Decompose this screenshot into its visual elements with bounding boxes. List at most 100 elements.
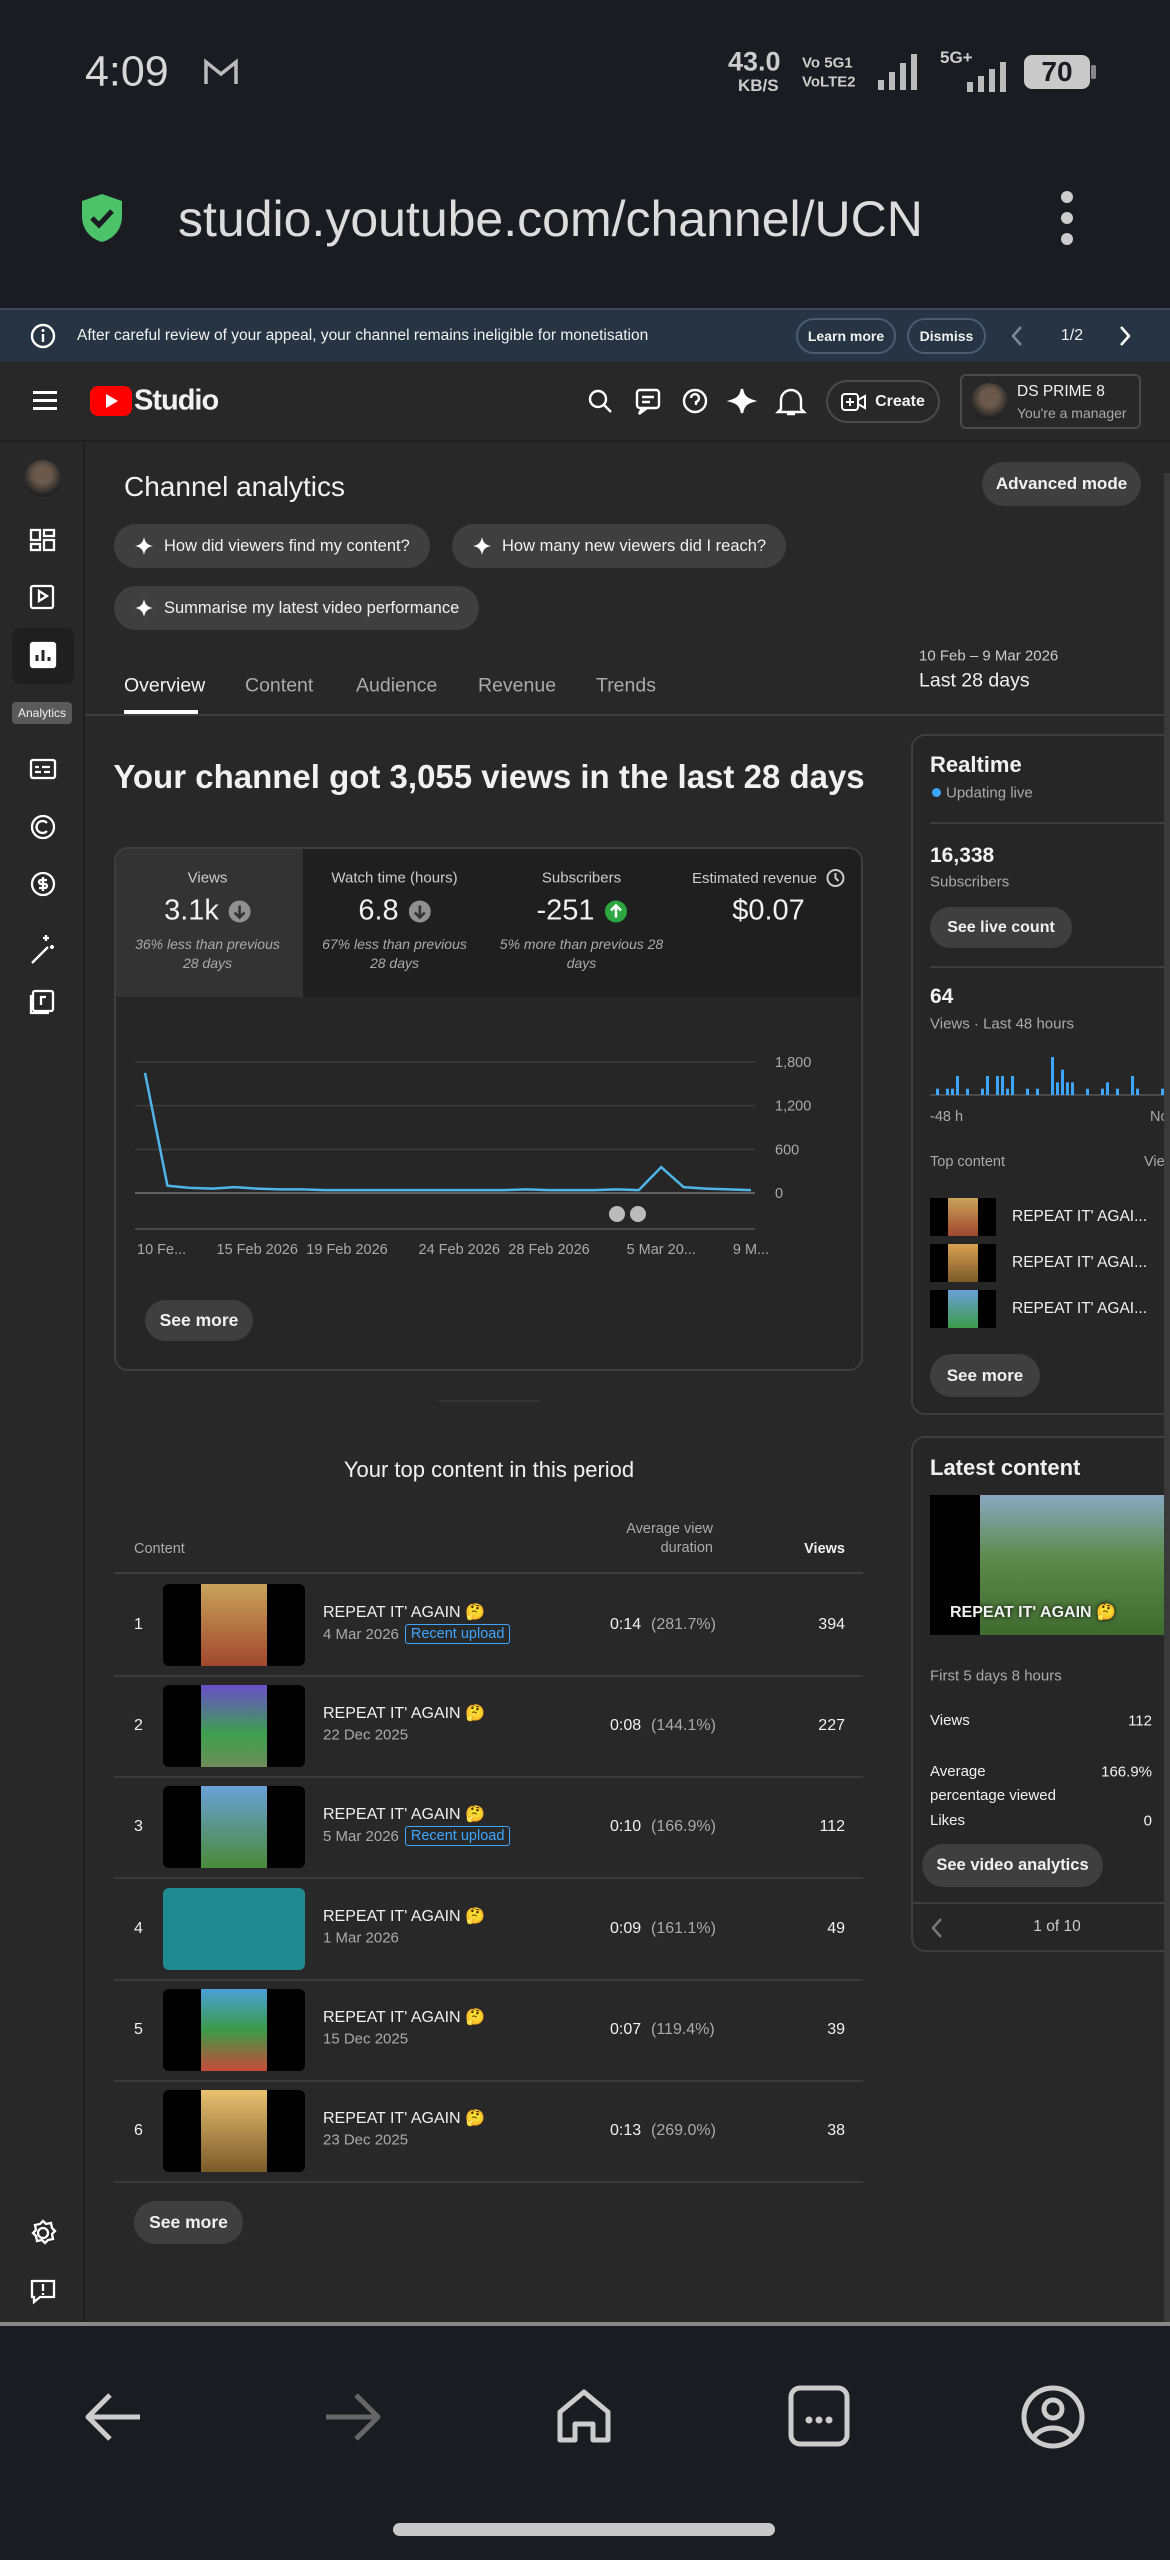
next-icon[interactable] [1116,324,1134,348]
h-scrollbar [0,2322,1170,2326]
home-indicator [393,2523,775,2536]
youtube-logo[interactable] [90,386,132,416]
bar [1026,1088,1029,1095]
hamburger-icon[interactable] [33,390,57,412]
thumbnail[interactable] [163,1988,305,2071]
avg-duration: 0:09 [610,1919,642,1937]
menu-icon[interactable] [1054,190,1080,246]
account-name: DS PRIME 8 [1017,383,1105,400]
top-content-title: Your top content in this period [343,1457,635,1482]
stat-label: Average percentage viewed [930,1763,1056,1804]
views-column-label: Views [1144,1154,1170,1170]
sidebar-bottom-icons[interactable] [28,2218,58,2308]
thumbnail-image[interactable] [948,1198,978,1236]
realtime-see-more[interactable]: See more [930,1354,1040,1397]
y-tick-label: 0 [775,1186,783,1202]
latest-prev[interactable] [929,1917,945,1939]
dismiss-button[interactable]: Dismiss [907,318,986,354]
views: 227 [818,1717,845,1735]
latest-thumbnail[interactable] [930,1495,1170,1635]
metric-value: $0.07 [732,895,805,928]
url[interactable]: studio.youtube.com/channel/UCN [178,191,923,247]
x-tick-label: 28 Feb 2026 [508,1242,589,1258]
down-arrow-icon [228,900,251,922]
thumbnail-image[interactable] [201,1584,267,1666]
video-title: REPEAT IT' AGAIN 🤔 [323,1806,485,1824]
bar [1071,1082,1074,1095]
realtime-title: Realtime [930,752,1022,777]
sparkle-icon [135,599,153,617]
thumbnail-image[interactable] [201,1786,267,1869]
avg-duration: 0:14 [610,1616,642,1633]
tab[interactable]: Overview [124,674,206,697]
thumbnail[interactable] [930,1198,996,1236]
row-divider [114,1978,863,1981]
stat-label: Likes [930,1812,966,1829]
bar [951,1088,954,1095]
bar [996,1076,999,1095]
learn-more-button[interactable]: Learn more [796,318,896,354]
clock-icon [826,869,845,887]
top-content-see-more[interactable]: See more [134,2201,243,2244]
thumbnail-image[interactable] [201,1988,267,2071]
date-text: 23 Dec 2025 [323,2131,409,2149]
period[interactable]: Last 28 days [919,669,1030,692]
account-box[interactable] [960,374,1141,429]
tab-underline [124,710,198,714]
thumbnail[interactable] [163,1786,305,1869]
thumbnail-image[interactable] [201,1685,267,1768]
rank: 5 [134,2020,143,2038]
x-tick-label: 10 Fe... [137,1242,186,1258]
header-icons[interactable] [586,387,816,417]
nav-icons[interactable] [0,2380,1170,2460]
tab[interactable]: Trends [596,674,656,697]
prompt-chip[interactable]: How did viewers find my content? [114,524,430,568]
live-count-button[interactable]: See live count [930,907,1072,948]
chip-label: Summarise my latest video performance [164,598,460,617]
sidebar [0,442,85,2326]
thumbnail-image[interactable] [201,2090,267,2172]
avg-duration: 0:10 [610,1818,642,1836]
divider [930,822,1170,824]
secure-icon[interactable] [79,192,125,244]
avg-duration: 0:13 [610,2122,642,2139]
metric-value-text: 3.1k [164,894,219,927]
prompt-chip[interactable]: Summarise my latest video performance [114,586,480,630]
studio-logo-text[interactable]: Studio [134,384,219,417]
thumbnail[interactable] [930,1244,996,1282]
create-button[interactable]: Create [826,380,940,423]
date-text: 22 Dec 2025 [323,1726,409,1744]
tab[interactable]: Content [245,674,314,697]
thumbnail[interactable] [163,1685,305,1768]
video-title: REPEAT IT' AGAIN 🤔 [323,2110,485,2127]
thumbnail-image[interactable] [948,1244,978,1282]
video-analytics-button[interactable]: See video analytics [922,1844,1103,1887]
tab[interactable]: Revenue [478,674,557,697]
thumbnail-image[interactable] [201,1887,267,1970]
prev-icon[interactable] [1008,324,1026,348]
channel-avatar[interactable] [24,460,61,497]
prompt-chip[interactable]: How many new viewers did I reach? [452,524,787,568]
down-arrow-icon [408,900,431,922]
video-date: 1 Mar 2026 [323,1929,399,1946]
rank: 1 [134,1616,143,1633]
create-label: Create [875,392,925,410]
thumbnail-image[interactable] [948,1290,978,1328]
see-more-button[interactable]: See more [145,1300,253,1341]
tab[interactable]: Audience [356,674,438,697]
thumbnail[interactable] [930,1290,996,1328]
y-tick-label: 1,200 [775,1099,811,1115]
metric-label-text: Views [187,869,228,887]
thumbnail[interactable] [163,2090,305,2172]
metric-value: 6.8 [358,895,431,928]
bar [1136,1088,1139,1095]
sidebar-icons[interactable] [28,525,58,1015]
metric-label-text: Watch time (hours) [331,869,458,887]
thumbnail[interactable] [163,1584,305,1666]
x-tick-label: 9 M... [733,1242,769,1258]
stat-value: 0 [1143,1812,1152,1830]
views: 39 [827,2020,845,2038]
metric-value-text: -251 [536,894,595,927]
thumbnail[interactable] [163,1887,305,1970]
advanced-mode-button[interactable]: Advanced mode [982,462,1141,506]
